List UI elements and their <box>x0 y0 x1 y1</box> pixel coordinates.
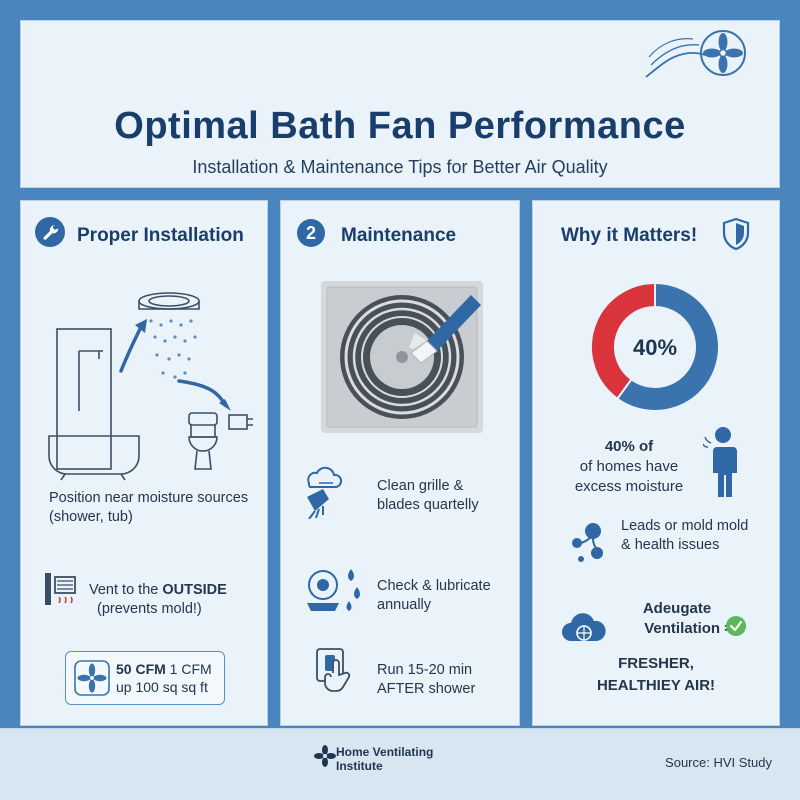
vent-tip-note: (prevents mold!) <box>97 601 202 617</box>
ventilation-line2: Ventilation = <box>644 620 733 637</box>
cfm-line1: 50 CFM 1 CFM <box>116 660 212 679</box>
cfm-bold: 50 CFM <box>116 661 166 677</box>
page-subtitle: Installation & Maintenance Tips for Bett… <box>192 157 608 177</box>
maintenance-panel: 2 Maintenance Clean grille & blades quar… <box>280 200 520 726</box>
why-panel: Why it Matters! 40% 40% of of homes have… <box>532 200 780 726</box>
fan-grille-photo <box>321 281 483 433</box>
source-credit: Source: HVI Study <box>665 755 772 770</box>
why-title: Why it Matters! <box>561 225 698 246</box>
tip-lubricate: Check & lubricate annually <box>377 578 491 613</box>
moisture-stat: 40% of of homes have excess moisture <box>559 437 699 497</box>
bathroom-illustration <box>48 292 253 481</box>
installation-title: Proper Installation <box>77 225 244 246</box>
position-tip: Position near moisture sources (shower, … <box>49 490 249 525</box>
mold-spores-icon <box>572 523 603 562</box>
vent-tip-bold: OUTSIDE <box>162 582 227 598</box>
page-title: Optimal Bath Fan Performance <box>114 105 686 147</box>
org-line2: Institute <box>336 759 383 773</box>
cfm-box: 50 CFM 1 CFM up 100 sq sq ft <box>65 651 225 705</box>
donut-slice-other <box>615 281 720 412</box>
fan-airflow-icon <box>645 30 746 78</box>
result-line1: FRESHER, <box>618 655 694 672</box>
fan-icon <box>74 660 110 696</box>
coughing-person-icon <box>703 427 737 497</box>
footer: Home Ventilating Institute Source: HVI S… <box>0 728 800 800</box>
org-line1: Home Ventilating <box>336 745 434 759</box>
wrench-icon <box>35 217 65 247</box>
switch-icon <box>316 648 351 692</box>
result-text: FRESHER, HEALTHIEY AIR! <box>581 653 731 697</box>
org-name: Home Ventilating Institute <box>336 745 433 773</box>
check-circle-icon <box>726 616 746 636</box>
donut-center-label: 40% <box>633 335 677 360</box>
header-panel: Optimal Bath Fan Performance Installatio… <box>20 20 780 188</box>
maintenance-title: Maintenance <box>341 225 457 246</box>
shield-icon <box>722 217 750 251</box>
donut-slice-excess-moisture <box>590 281 656 401</box>
stat-line2: of homes have <box>579 458 679 475</box>
cfm-line2: up 100 sq sq ft <box>116 679 208 695</box>
vent-tip: Vent to the OUTSIDE <box>89 581 259 600</box>
stat-bold: 40% <box>604 438 635 455</box>
step-number-badge: 2 <box>297 219 325 247</box>
tip-run: Run 15-20 min AFTER shower <box>377 662 476 697</box>
mold-text: Leads or mold mold & health issues <box>621 518 749 553</box>
stat-line1: 40% of <box>559 437 699 457</box>
stat-line1-rest: of <box>634 438 654 455</box>
result-line2: HEALTHIEY AIR! <box>596 677 716 694</box>
brush-icon <box>307 466 343 519</box>
tip-clean: Clean grille & blades quartelly <box>377 478 479 513</box>
ventilation-line1: Adeugate <box>642 600 712 617</box>
vent-outside-icon <box>45 573 76 605</box>
motor-icon <box>307 569 360 611</box>
cloud-ventilation-icon <box>562 613 606 641</box>
moisture-donut-chart: 40% <box>590 281 720 412</box>
hvi-logo-icon <box>314 745 336 767</box>
stat-line3: excess moisture <box>574 478 684 495</box>
vent-tip-prefix: Vent to the <box>89 582 163 598</box>
installation-panel: Proper Installation <box>20 200 268 726</box>
cfm-rest: 1 CFM <box>165 661 212 677</box>
